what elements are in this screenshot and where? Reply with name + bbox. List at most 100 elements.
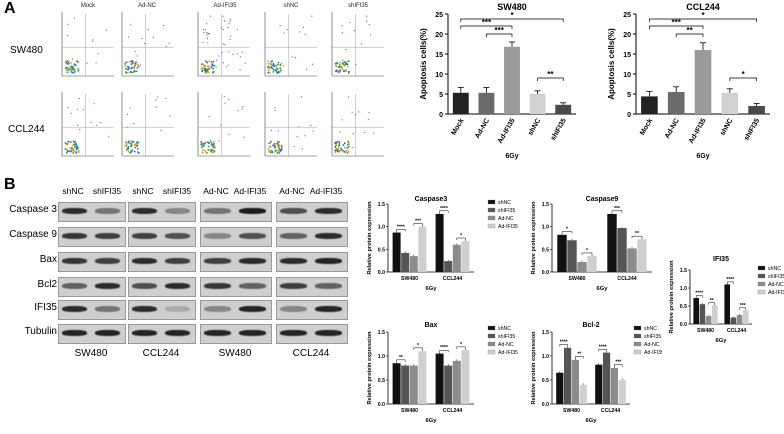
flow-event-dot [211,149,214,151]
bar-ad-nc-ccl244 [610,368,618,404]
chart-title: CCL244 [686,2,720,12]
flow-event-dot [343,142,346,145]
wb-blot-strip [200,300,272,320]
significance-bracket [729,77,757,81]
flow-event-dot [70,112,72,114]
wb-band [239,233,266,239]
legend-label: shNC [644,326,657,332]
wb-blot-strip [58,277,126,297]
flow-event-dot [137,151,140,154]
flow-event-dot [268,142,271,145]
wb-band [95,283,120,289]
flow-event-dot [130,71,133,73]
flow-event-dot [345,60,348,63]
flow-event-dot [129,107,131,109]
flow-event-dot [279,67,282,69]
flow-event-dot [347,72,350,74]
x-tick-label: shIFI35 [550,117,568,141]
y-tick-label: 1.0 [378,354,385,360]
legend-label: Ad-IFI35 [498,224,518,230]
flow-event-dot [128,151,131,154]
flow-event-dot [66,69,68,72]
flow-event-dot [222,62,224,64]
wb-band [239,283,266,289]
flow-event-dot [75,147,78,149]
flow-event-dot [242,106,244,108]
flow-event-dot [211,151,214,154]
wb-band [165,258,190,264]
panel-label-b: B [4,176,16,193]
legend-label: Ad-NC [644,342,660,348]
legend-label: Ad-NC [768,282,784,288]
flow-event-dot [78,97,80,100]
legend-swatch [633,333,642,339]
y-tick-label: 0.5 [542,247,549,253]
flow-event-dot [127,140,130,143]
flow-event-dot [206,31,208,34]
flow-event-dot [136,55,138,57]
y-tick-label: 0.0 [542,270,549,276]
flow-event-dot [336,150,339,152]
bar-ad-ifi35-sw480 [587,256,597,272]
flow-event-dot [268,71,271,74]
flow-event-dot [369,34,372,36]
flow-event-dot [276,71,279,74]
x-axis-label: 6Gy [426,286,438,292]
flow-event-dot [275,149,277,152]
flow-event-dot [70,66,73,69]
wb-band [62,330,87,336]
flow-event-dot [211,64,214,67]
bar-ad-nc-sw480 [409,256,418,272]
flow-event-dot [74,140,77,143]
flow-event-dot [207,65,210,68]
flow-event-dot [271,151,274,154]
wb-band [280,233,307,239]
flow-event-dot [236,29,238,31]
significance-bracket [739,307,747,310]
flow-event-dot [130,140,133,143]
bar-ad-ifi35 [504,46,520,114]
flow-event-dot [304,135,306,137]
x-tick-label: SW480 [401,276,418,282]
flow-event-dot [126,113,129,115]
legend-label: shIFI35 [768,274,784,280]
flow-event-dot [108,136,110,138]
legend-label: Ad-IFI35 [498,350,518,356]
wb-blot-strip [58,202,126,222]
y-axis-label: Relative protein expression [531,201,537,275]
significance-bracket [581,252,593,255]
flow-event-dot [279,64,282,66]
flow-event-dot [124,64,127,67]
y-tick-label: 10 [623,72,631,79]
flow-event-dot [346,63,349,66]
wb-band [315,306,342,312]
bar-shifi35-sw480 [401,252,410,272]
flow-event-dot [347,70,350,73]
significance-bracket [439,210,449,213]
flow-event-dot [75,151,77,154]
flow-event-dot [162,25,165,27]
flow-event-dot [357,111,360,113]
significance-label: **** [695,291,703,297]
flow-event-dot [280,144,283,147]
significance-bracket [649,25,704,29]
flow-event-dot [241,108,243,110]
flow-plot [61,92,114,157]
flow-event-dot [244,62,246,64]
chart-apoptosis-sw480: SW480 Apoptosis cells(%) 0 5 10 15 20 25 Mock Ad-… [419,2,576,160]
flow-plot [331,12,384,77]
wb-band [62,233,87,239]
flow-event-dot [82,109,84,111]
flow-event-dot [347,145,350,148]
legend-label: Ad-NC [498,216,514,222]
flow-event-dot [201,63,204,66]
bar-mock [452,92,469,114]
flow-event-dot [72,149,75,151]
flow-event-dot [204,60,207,63]
chart-title: Bcl-2 [582,322,599,329]
y-tick-label: 5 [439,92,443,99]
flow-col-label-shnc: shNC [283,3,299,9]
wb-row-label-bax: Bax [39,254,57,265]
flow-event-dot [202,144,205,147]
flow-event-dot [228,99,230,101]
